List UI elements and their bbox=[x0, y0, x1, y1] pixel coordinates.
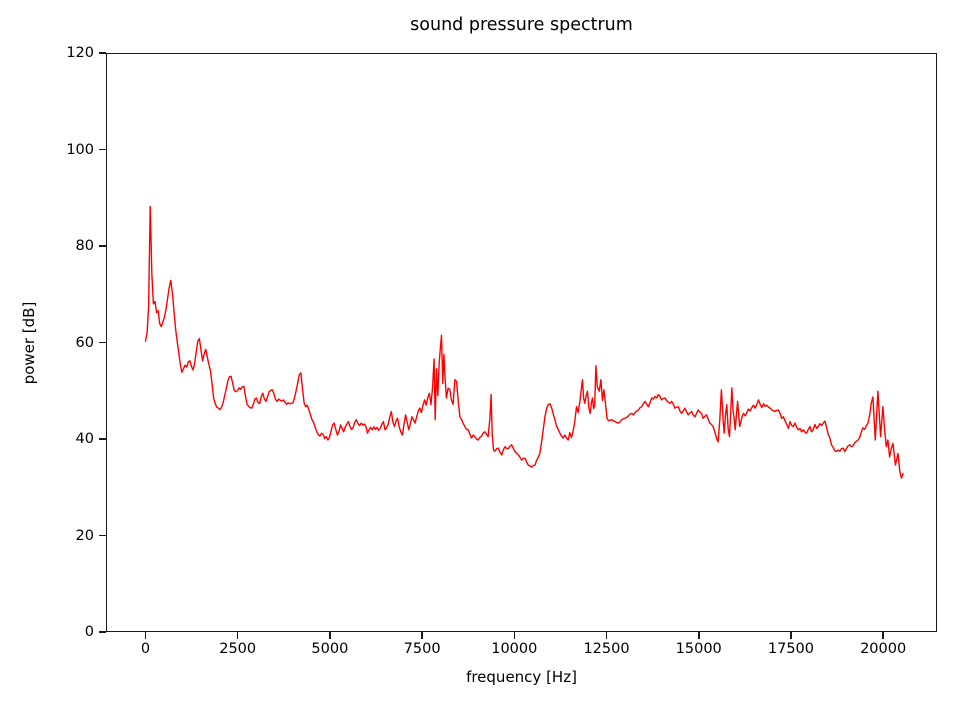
x-tick-mark bbox=[882, 632, 884, 639]
y-tick-label: 20 bbox=[75, 527, 94, 544]
y-tick-label: 60 bbox=[75, 334, 94, 351]
y-tick-mark bbox=[99, 245, 106, 247]
x-axis-label: frequency [Hz] bbox=[466, 668, 577, 686]
x-tick-mark bbox=[421, 632, 423, 639]
x-tick-mark bbox=[790, 632, 792, 639]
x-tick-mark bbox=[329, 632, 331, 639]
spectrum-plot bbox=[144, 205, 904, 479]
y-tick-mark bbox=[99, 631, 106, 633]
x-tick-label: 20000 bbox=[860, 641, 907, 657]
x-tick-label: 15000 bbox=[675, 641, 722, 657]
x-tick-mark bbox=[605, 632, 608, 639]
x-tick-mark bbox=[513, 632, 516, 639]
y-tick-mark bbox=[99, 534, 106, 537]
y-tick-mark bbox=[99, 148, 106, 151]
y-tick-label: 120 bbox=[66, 45, 94, 61]
x-tick-mark bbox=[236, 632, 239, 639]
y-tick-label: 100 bbox=[66, 141, 94, 158]
x-tick-mark bbox=[144, 632, 147, 639]
x-tick-label: 5000 bbox=[311, 641, 349, 657]
chart-title: sound pressure spectrum bbox=[410, 15, 633, 35]
y-tick-label: 40 bbox=[75, 431, 94, 447]
plot-area bbox=[106, 53, 937, 632]
y-tick-mark bbox=[99, 438, 106, 440]
x-tick-label: 10000 bbox=[491, 641, 538, 657]
x-tick-label: 12500 bbox=[583, 641, 630, 657]
x-tick-label: 7500 bbox=[403, 641, 441, 657]
spectrum-line bbox=[144, 205, 904, 479]
y-tick-label: 80 bbox=[75, 238, 94, 254]
x-tick-label: 0 bbox=[140, 641, 151, 657]
x-tick-label: 2500 bbox=[219, 641, 257, 657]
y-tick-mark bbox=[99, 52, 106, 54]
x-tick-label: 17500 bbox=[767, 641, 815, 657]
y-axis-label: power [dB] bbox=[20, 301, 38, 385]
x-tick-mark bbox=[697, 632, 700, 639]
y-tick-mark bbox=[99, 341, 106, 344]
y-tick-label: 0 bbox=[84, 624, 94, 640]
